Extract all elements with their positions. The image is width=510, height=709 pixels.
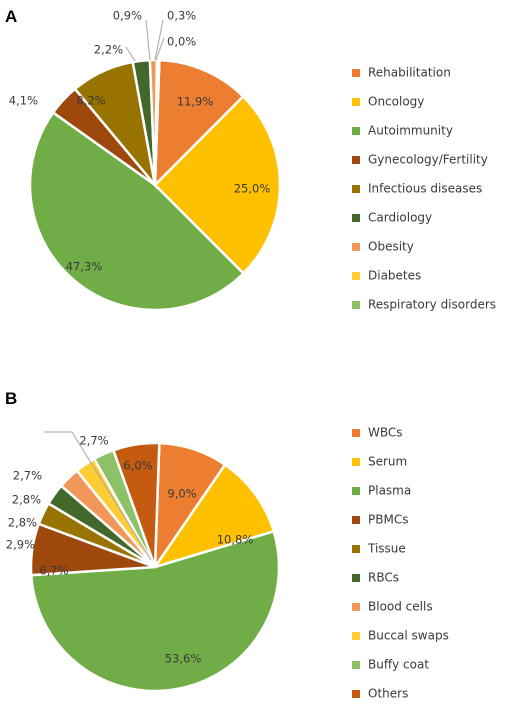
panel-a-legend-swatch-rehabilitation — [352, 69, 360, 77]
panel-a-legend-label-oncology: Oncology — [368, 95, 424, 109]
panel-a-leader-line-diabetes — [154, 19, 164, 61]
panel-b-legend-label-others: Others — [368, 687, 408, 701]
panel-b-data-label-buffy-coat: 2,7% — [79, 434, 108, 448]
panel-b-legend-swatch-tissue — [352, 545, 360, 553]
panel-b-legend-swatch-pbmcs — [352, 516, 360, 524]
panel-b-data-label-serum: 10,8% — [217, 533, 254, 547]
panel-b-legend-label-buffy-coat: Buffy coat — [368, 658, 429, 672]
panel-b-slice-serum — [151, 462, 276, 570]
panel-a-legend-label-diabetes: Diabetes — [368, 269, 421, 283]
panel-b-data-label-tissue: 2,9% — [6, 538, 35, 552]
panel-b-legend-swatch-buffy-coat — [352, 661, 360, 669]
panel-b-leader-line-buccal-swaps — [44, 431, 152, 561]
panel-b-legend-swatch-blood-cells — [352, 603, 360, 611]
panel-b-legend: WBCs Serum Plasma PBMCs Tissue RBCs Blood cell… — [352, 426, 449, 701]
panel-a-legend-label-cardiology: Cardiology — [368, 211, 432, 225]
panel-a-legend-label-obesity: Obesity — [368, 240, 414, 254]
panel-b-slices — [29, 441, 281, 693]
panel-b-legend-swatch-others — [352, 690, 360, 698]
panel-a-slice-diabetes — [153, 58, 161, 186]
panel-a-legend-swatch-obesity — [352, 243, 360, 251]
panel-b-data-label-wbcs: 9,0% — [167, 487, 196, 501]
panel-a-data-label-oncology: 25,0% — [234, 182, 271, 196]
panel-a-legend-swatch-cardiology — [352, 214, 360, 222]
panel-a-slices — [28, 58, 282, 312]
panel-b-data-label-blood-cells: 2,8% — [12, 493, 41, 507]
panel-b-letter: B — [5, 389, 17, 408]
panel-a-legend-swatch-respiratory-disorders — [352, 301, 360, 309]
panel-a-data-label-rehabilitation: 11,9% — [177, 95, 214, 109]
panel-a-data-label-gynecology-fertility: 4,1% — [9, 94, 38, 108]
panel-a-data-label-diabetes: 0,3% — [167, 9, 196, 23]
panel-a: A 11,9% 25,0% 47,3% 4,1% 8,2% 2,2% 0,9% 0,3% 0,0… — [5, 7, 496, 312]
panel-a-data-label-infectious-diseases: 8,2% — [76, 94, 105, 108]
panel-a-slice-autoimmunity — [28, 110, 246, 312]
panel-b-legend-label-pbmcs: PBMCs — [368, 513, 408, 527]
panel-a-slice-oncology — [153, 94, 282, 276]
panel-b-legend-swatch-wbcs — [352, 429, 360, 437]
panel-b-legend-label-tissue: Tissue — [367, 542, 406, 556]
panel-b-slice-others — [111, 441, 161, 568]
panel-b-data-label-buccal-swaps: 2,7% — [13, 469, 42, 483]
panel-a-leader-line-respiratory-disorders — [155, 37, 165, 61]
panel-a-data-label-autoimmunity: 47,3% — [66, 260, 103, 274]
panel-b-legend-swatch-buccal-swaps — [352, 632, 360, 640]
panel-a-legend-label-autoimmunity: Autoimmunity — [368, 124, 453, 138]
panel-a-legend-swatch-oncology — [352, 98, 360, 106]
panel-b-data-label-rbcs: 2,8% — [8, 516, 37, 530]
panel-b: B 9,0% 10,8% 53,6% 6,7% 2,9% 2,8% 2,8% 2,7% 2,7%… — [5, 389, 449, 701]
panel-a-leader-line-obesity — [145, 19, 151, 61]
panel-a-data-labels: 11,9% 25,0% 47,3% 4,1% 8,2% 2,2% 0,9% 0,3% 0,0% — [9, 9, 271, 274]
panel-a-leader-line-cardiology — [125, 46, 136, 62]
panel-a-legend-label-respiratory-disorders: Respiratory disorders — [368, 298, 496, 312]
panel-b-legend-label-buccal-swaps: Buccal swaps — [368, 629, 449, 643]
panel-a-letter: A — [5, 7, 17, 26]
panel-a-legend-swatch-gynecology-fertility — [352, 156, 360, 164]
panel-a-legend: Rehabilitation Oncology Autoimmunity Gyneco… — [352, 66, 496, 312]
panel-b-legend-swatch-plasma — [352, 487, 360, 495]
panel-a-legend-swatch-diabetes — [352, 272, 360, 280]
panel-b-legend-label-serum: Serum — [368, 455, 407, 469]
panel-b-legend-label-blood-cells: Blood cells — [368, 600, 433, 614]
panel-a-legend-swatch-infectious-diseases — [352, 185, 360, 193]
panel-b-legend-label-rbcs: RBCs — [368, 571, 399, 585]
panel-b-leaders — [44, 431, 152, 561]
panel-b-data-label-plasma: 53,6% — [165, 652, 202, 666]
panel-b-data-label-pbmcs: 6,7% — [39, 564, 68, 578]
panel-b-legend-label-plasma: Plasma — [368, 484, 411, 498]
panel-a-slice-rehabilitation — [153, 58, 245, 189]
panel-a-legend-label-gynecology-fertility: Gynecology/Fertility — [368, 153, 488, 167]
panel-b-data-label-others: 6,0% — [123, 459, 152, 473]
panel-a-leaders — [125, 19, 165, 62]
panel-a-legend-label-rehabilitation: Rehabilitation — [368, 66, 451, 80]
panel-a-legend-swatch-autoimmunity — [352, 127, 360, 135]
panel-b-legend-label-wbcs: WBCs — [368, 426, 403, 440]
panel-b-legend-swatch-rbcs — [352, 574, 360, 582]
panel-a-data-label-cardiology: 2,2% — [94, 43, 123, 57]
panel-b-data-labels: 9,0% 10,8% 53,6% 6,7% 2,9% 2,8% 2,8% 2,7% 2,7% 6,… — [6, 434, 254, 666]
panel-a-data-label-respiratory-disorders: 0,0% — [167, 35, 196, 49]
panel-b-legend-swatch-serum — [352, 458, 360, 466]
panel-a-data-label-obesity: 0,9% — [113, 9, 142, 23]
panel-a-legend-label-infectious-diseases: Infectious diseases — [368, 182, 482, 196]
